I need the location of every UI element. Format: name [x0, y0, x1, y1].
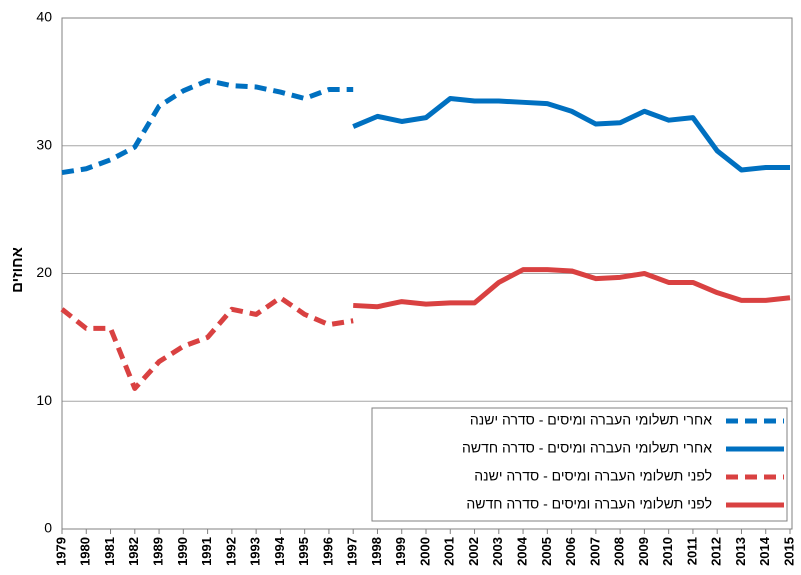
x-tick-label: 2008 — [612, 537, 627, 566]
x-tick-label: 1998 — [369, 537, 384, 566]
x-tick-label: 2003 — [490, 537, 505, 566]
series-line — [352, 95, 790, 173]
x-tick-label: 2007 — [587, 537, 602, 566]
x-tick-label: 2011 — [684, 537, 699, 565]
legend-label: אחרי תשלומי העברה ומיסים - סדרה ישנה — [470, 412, 712, 428]
y-tick-label: 30 — [36, 136, 52, 152]
legend-box — [371, 407, 788, 522]
x-tick-label: 2001 — [442, 537, 457, 566]
x-tick-label: 1989 — [151, 537, 166, 566]
x-tick-label: 2009 — [636, 537, 651, 566]
legend-label: אחרי תשלומי העברה ומיסים - סדרה חדשה — [462, 440, 712, 456]
x-tick-label: 1992 — [223, 537, 238, 566]
x-tick-label: 1997 — [345, 537, 360, 566]
x-tick-label: 1994 — [272, 536, 287, 566]
legend-label: לפני תשלומי העברה ומיסים - סדרה חדשה — [466, 496, 712, 512]
y-tick-label: 0 — [44, 520, 52, 536]
y-tick-label: 20 — [36, 264, 52, 280]
x-tick-label: 1991 — [199, 537, 214, 566]
y-axis-label: אחוזים — [9, 247, 26, 293]
x-tick-label: 1996 — [320, 537, 335, 566]
x-tick-label: 2004 — [515, 536, 530, 566]
x-tick-label: 1979 — [53, 537, 68, 566]
x-tick-label: 2014 — [757, 536, 772, 566]
x-tick-label: 1999 — [393, 537, 408, 566]
x-tick-label: 2015 — [781, 537, 796, 566]
legend-label: לפני תשלומי העברה ומיסים - סדרה ישנה — [474, 468, 712, 484]
x-tick-label: 1980 — [78, 537, 93, 566]
series-line — [353, 267, 791, 310]
x-tick-label: 2006 — [563, 537, 578, 566]
x-tick-label: 2002 — [466, 537, 481, 566]
x-tick-label: 2005 — [539, 537, 554, 566]
series-line — [60, 295, 354, 391]
x-tick-label: 1990 — [175, 537, 190, 566]
y-tick-label: 40 — [36, 9, 52, 25]
x-tick-label: 2013 — [733, 537, 748, 566]
x-tick-label: 2000 — [417, 537, 432, 566]
y-tick-label: 10 — [36, 392, 52, 408]
x-tick-label: 1982 — [126, 537, 141, 566]
x-tick-label: 2010 — [660, 537, 675, 566]
x-tick-label: 1981 — [102, 537, 117, 566]
x-tick-label: 1995 — [296, 537, 311, 566]
x-tick-label: 1993 — [248, 537, 263, 566]
plot-frame — [61, 17, 793, 530]
series-line — [61, 78, 354, 176]
x-tick-label: 2012 — [709, 537, 724, 566]
